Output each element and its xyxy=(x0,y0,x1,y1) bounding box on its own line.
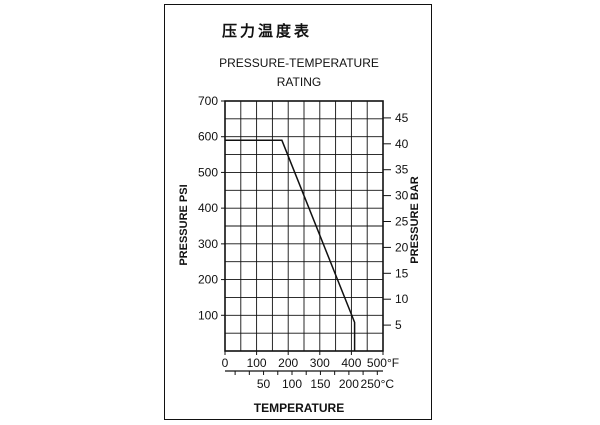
pressure-temperature-chart: 压力温度表 PRESSURE-TEMPERATURE RATING PRESSU… xyxy=(178,22,421,415)
y-left-tick-label: 400 xyxy=(198,201,218,215)
y-right-tick-label: 20 xyxy=(395,240,409,254)
series-line xyxy=(225,139,356,351)
x-f-tick-label: 200 xyxy=(278,356,298,370)
y-right-tick-label: 30 xyxy=(395,189,409,203)
x-c-tick-label: 250°C xyxy=(361,377,395,391)
chart-subtitle: RATING xyxy=(277,75,321,89)
y-right-tick-label: 35 xyxy=(395,163,409,177)
y-left-tick-label: 500 xyxy=(198,165,218,179)
x-c-tick-label: 150 xyxy=(310,377,330,391)
chart-card: 压力温度表 PRESSURE-TEMPERATURE RATING PRESSU… xyxy=(164,4,432,420)
x-f-tick-label: 300 xyxy=(310,356,330,370)
y-left-tick-label: 600 xyxy=(198,130,218,144)
plot-area: 100 200 300 400 500 600 700 5 10 15 20 25 30 35 40 45 0 1… xyxy=(198,94,409,391)
y-left-tick-label: 100 xyxy=(198,308,218,322)
y-right-tick-label: 10 xyxy=(395,292,409,306)
y-right-tick-label: 5 xyxy=(395,318,402,332)
chart-title-cn: 压力温度表 xyxy=(222,22,312,40)
y-right-tick-label: 40 xyxy=(395,137,409,151)
y-right-tick-label: 15 xyxy=(395,266,409,280)
y-right-tick-label: 25 xyxy=(395,215,409,229)
chart-title: PRESSURE-TEMPERATURE xyxy=(219,56,379,70)
plot-frame xyxy=(224,100,384,352)
x-axis-title: TEMPERATURE xyxy=(254,401,344,415)
x-f-tick-label: 100 xyxy=(247,356,267,370)
x-c-tick-label: 200 xyxy=(339,377,359,391)
y-left-tick-label: 300 xyxy=(198,237,218,251)
x-c-tick-label: 100 xyxy=(282,377,302,391)
y-left-tick-label: 700 xyxy=(198,94,218,108)
y-left-tick-label: 200 xyxy=(198,273,218,287)
y-axis-left-title: PRESSURE PSI xyxy=(178,184,190,265)
x-f-tick-label: 500°F xyxy=(367,356,399,370)
x-c-tick-label: 50 xyxy=(257,377,271,391)
x-f-tick-label: 0 xyxy=(222,356,229,370)
y-axis-right-title: PRESSURE BAR xyxy=(409,176,421,263)
y-right-tick-label: 45 xyxy=(395,111,409,125)
x-f-tick-label: 400 xyxy=(341,356,361,370)
